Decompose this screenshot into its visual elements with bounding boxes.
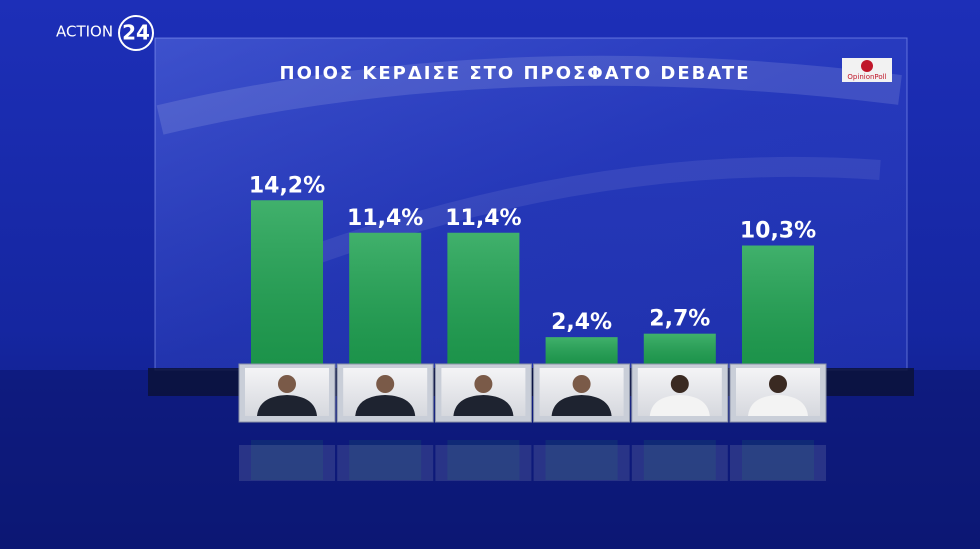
chart-title: ΠΟΙΟΣ ΚΕΡΔΙΣΕ ΣΤΟ ΠΡΟΣΦΑΤΟ DEBATE [280, 63, 751, 84]
bar-shade [349, 232, 422, 365]
photo-body [453, 395, 514, 416]
photo-head [278, 375, 296, 393]
value-label: 14,2% [249, 173, 325, 198]
bar-reflection [349, 440, 422, 480]
photo-reflection [337, 445, 434, 481]
bar-reflection [643, 440, 716, 480]
photo-reflection [239, 445, 335, 481]
photo-head [474, 375, 493, 393]
channel-logo: ACTION [56, 23, 113, 41]
value-label: 11,4% [445, 206, 521, 231]
bar-reflection [251, 440, 323, 480]
photo-reflection [631, 445, 728, 481]
value-label: 2,4% [551, 310, 612, 335]
photo-head [572, 375, 591, 393]
photo-reflection [533, 445, 630, 481]
photo-head [670, 375, 689, 393]
photo-body [257, 395, 317, 416]
value-label: 11,4% [347, 206, 423, 231]
bar-shade [545, 337, 618, 365]
photo-reflection [435, 445, 532, 481]
channel-number: 24 [122, 21, 150, 45]
photo-body [649, 395, 710, 416]
bar-shade [447, 232, 520, 365]
photo-head [769, 375, 787, 393]
glare [296, 156, 881, 270]
bar-reflection [447, 440, 520, 480]
source: OpinionPoll [847, 73, 886, 81]
value-label: 2,7% [649, 307, 710, 332]
glare [156, 55, 902, 135]
bar-shade [251, 200, 323, 365]
photo-reflection [730, 445, 826, 481]
value-label: 10,3% [740, 219, 816, 244]
photo-body [551, 395, 612, 416]
photo-body [748, 395, 808, 416]
bar-reflection [742, 440, 814, 480]
logo-ring [118, 15, 154, 51]
photo-body [355, 395, 416, 416]
source-icon [861, 60, 873, 72]
bar-shade [742, 245, 814, 365]
photo-head [376, 375, 395, 393]
bar-shade [643, 333, 716, 365]
bar-reflection [545, 440, 618, 480]
